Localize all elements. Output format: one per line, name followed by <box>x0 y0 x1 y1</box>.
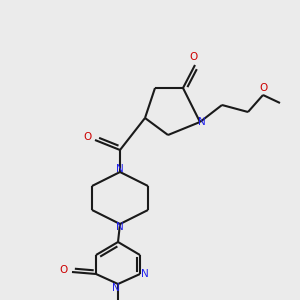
Text: O: O <box>83 132 91 142</box>
Text: O: O <box>60 265 68 275</box>
Text: N: N <box>141 269 149 279</box>
Text: N: N <box>116 222 124 232</box>
Text: N: N <box>112 283 120 293</box>
Text: N: N <box>116 164 124 174</box>
Text: N: N <box>198 117 206 127</box>
Text: O: O <box>259 83 267 93</box>
Text: O: O <box>189 52 197 62</box>
